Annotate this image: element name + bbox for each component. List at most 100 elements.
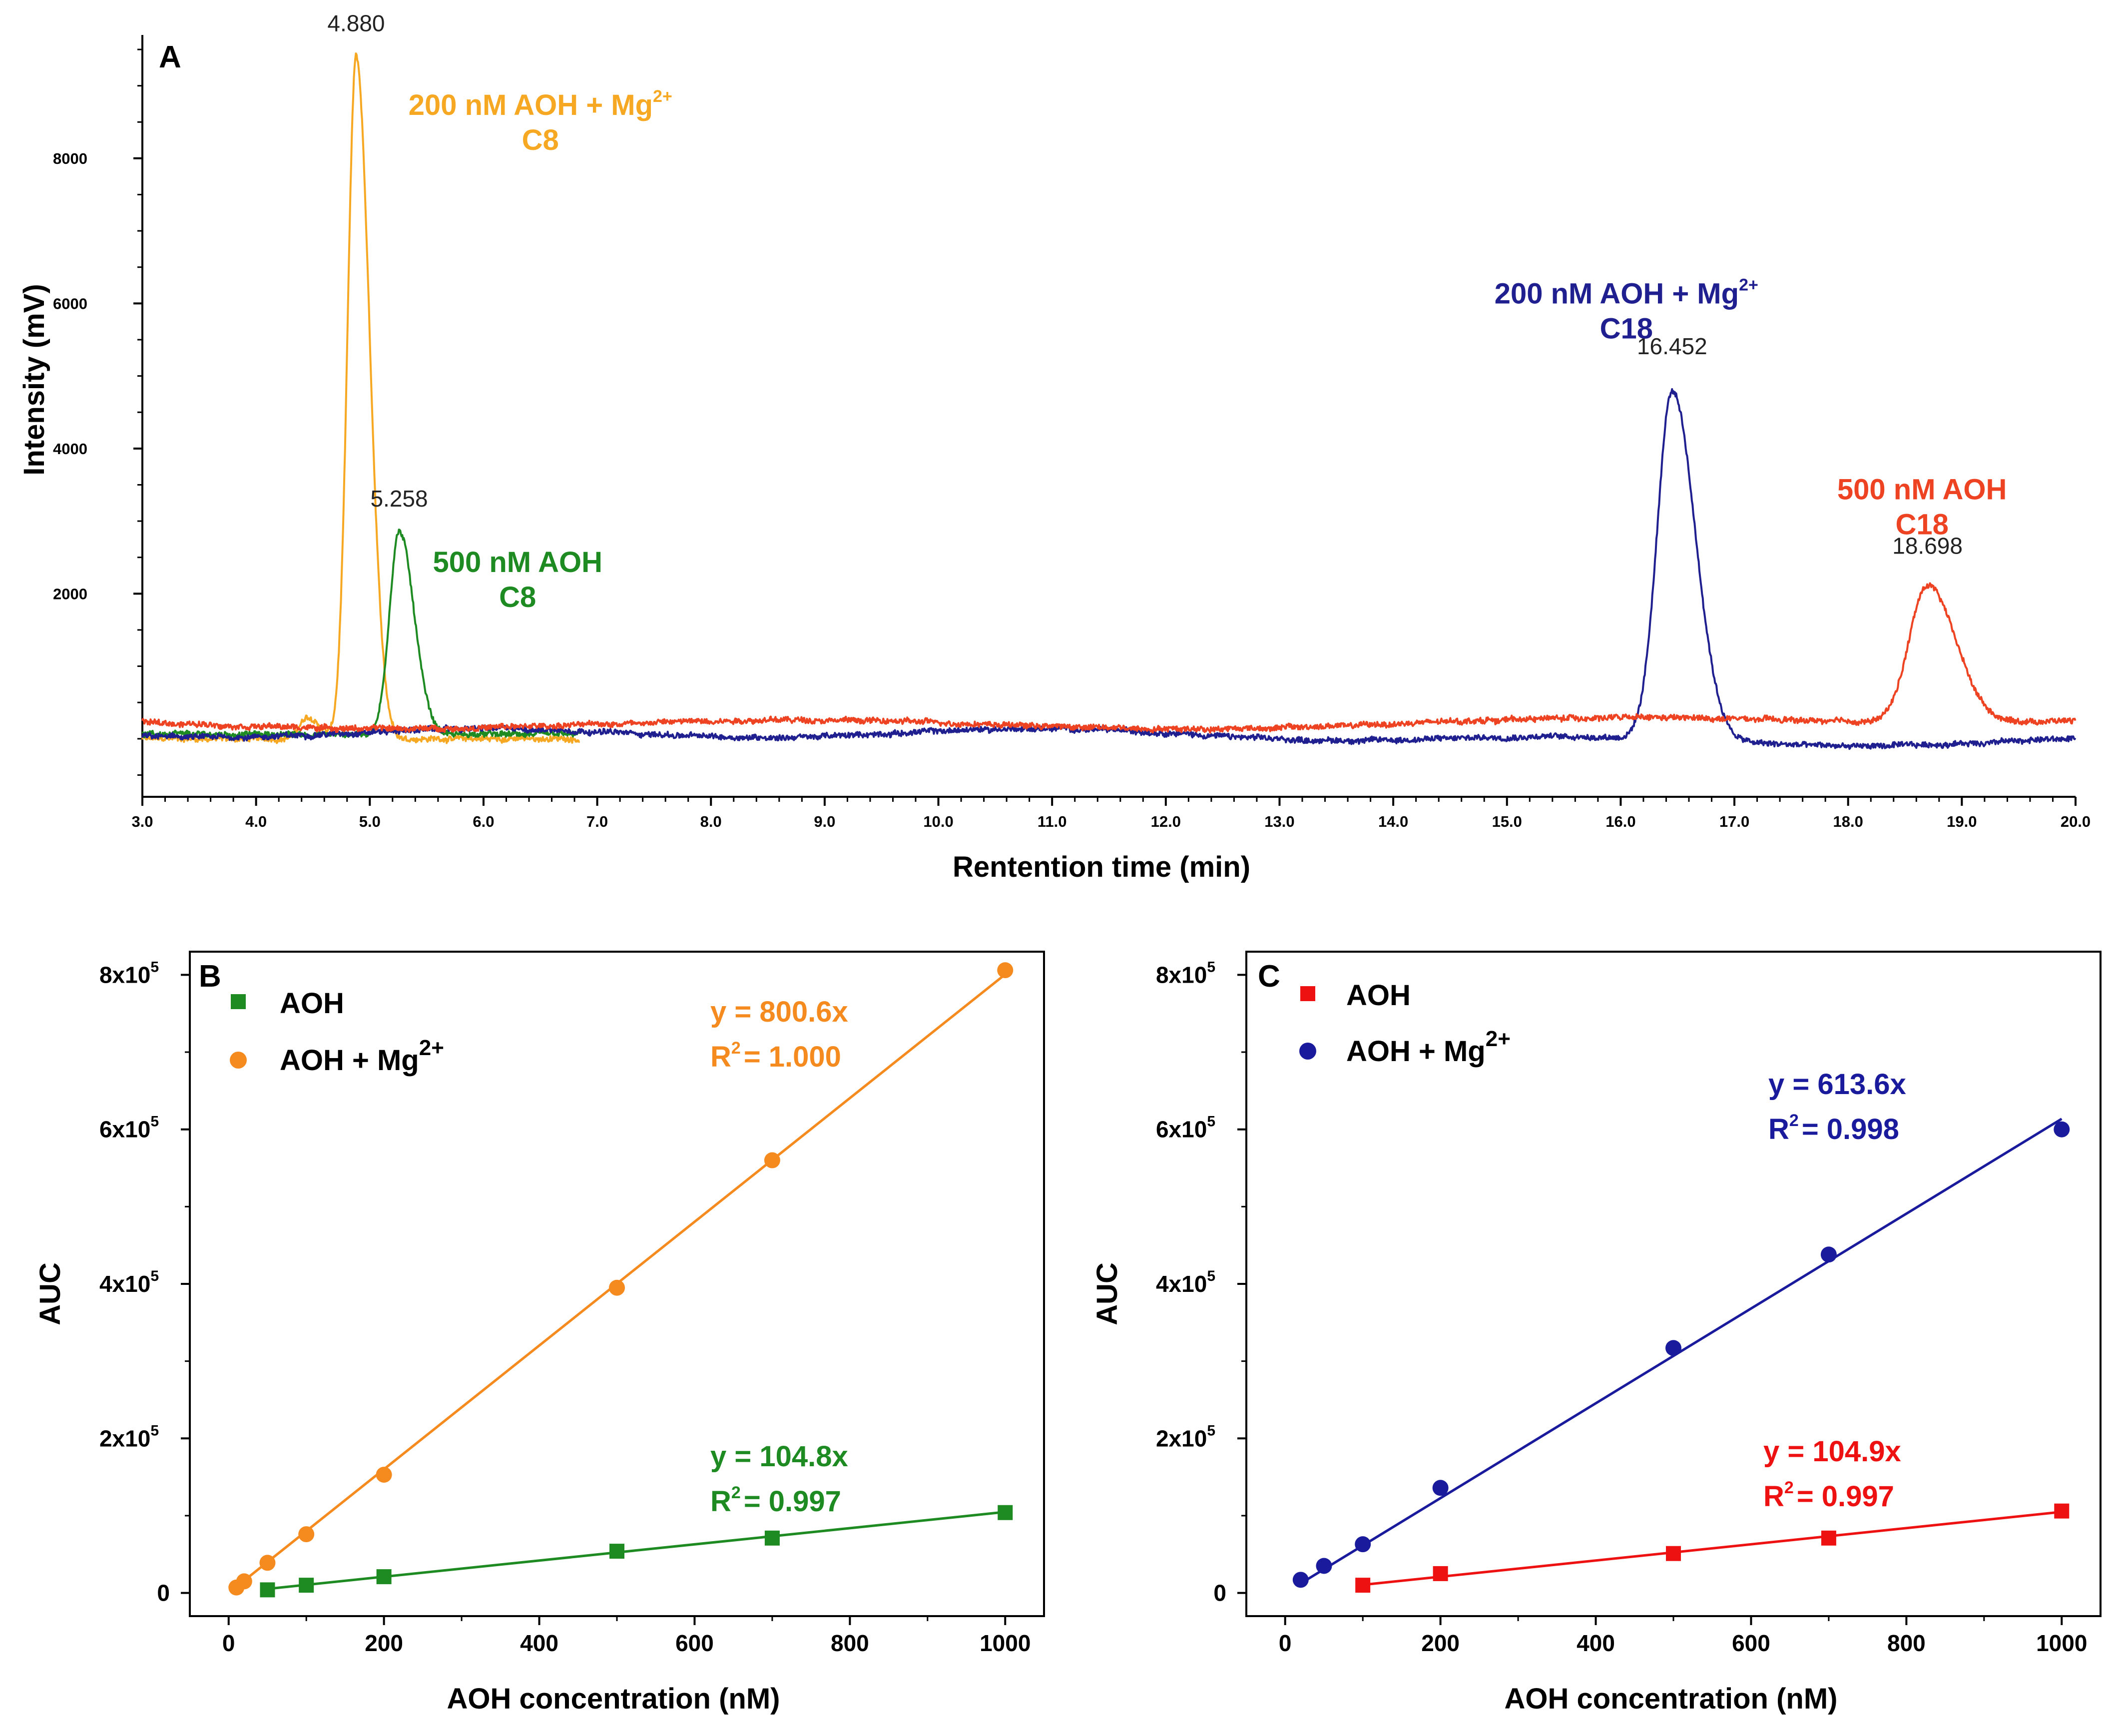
data-point-square (998, 1505, 1013, 1520)
peak-retention-label: 18.698 (1892, 533, 1963, 559)
data-point-square (260, 1582, 275, 1598)
y-tick-label: 2x105 (99, 1422, 159, 1451)
x-tick-label-a: 4.0 (245, 813, 267, 830)
data-point-square (376, 1569, 392, 1585)
fit-equation-b-orange: y = 800.6x (710, 996, 848, 1028)
legend-aoh-label-c: AOH (1346, 979, 1411, 1012)
x-tick-label: 600 (1732, 1630, 1770, 1656)
legend-aoh-label-b: AOH (280, 987, 344, 1020)
x-tick-label-a: 18.0 (1833, 813, 1863, 830)
panel-b-equations: y = 800.6x R2 = 1.000 y = 104.8x R2 = 0.99… (710, 996, 848, 1518)
peak-annotation-line2: C8 (499, 581, 536, 613)
panel-c-x-axis-title: AOH concentration (nM) (1505, 1683, 1838, 1715)
data-point-circle (1316, 1558, 1332, 1574)
fit-line-blue (1300, 1118, 2063, 1585)
data-point-circle (2054, 1121, 2070, 1138)
panel-a-x-axis-title: Rentention time (min) (953, 851, 1250, 883)
y-tick-label-a: 4000 (53, 440, 87, 458)
y-tick-label: 8x105 (1156, 959, 1215, 988)
data-point-square (1433, 1566, 1448, 1581)
panel-c-label: C (1258, 959, 1280, 994)
peak-annotation-line1: 200 nM AOH + Mg2+ (1495, 275, 1758, 310)
panel-b-legend: AOH AOH + Mg2+ (230, 987, 444, 1077)
x-tick-label: 600 (675, 1630, 714, 1656)
panel-b-plot-area (228, 962, 1014, 1598)
legend-square-marker-c (1300, 986, 1315, 1001)
panel-c-legend: AOH AOH + Mg2+ (1299, 979, 1511, 1068)
y-tick-label-a: 8000 (53, 150, 87, 167)
x-tick-label-a: 15.0 (1492, 813, 1522, 830)
x-tick-label-a: 20.0 (2061, 813, 2091, 830)
fit-line-red (1362, 1510, 2062, 1586)
data-point-square (764, 1530, 780, 1546)
peak-retention-label: 4.880 (327, 10, 385, 36)
y-tick-label-a: 6000 (53, 295, 87, 312)
panel-a-y-axis-title: Intensity (mV) (18, 284, 50, 476)
fit-equation-c-red: y = 104.9x (1763, 1435, 1901, 1468)
x-tick-label: 0 (222, 1630, 235, 1656)
y-tick-label: 0 (1213, 1580, 1226, 1606)
data-point-circle (1820, 1246, 1837, 1263)
x-tick-label-a: 11.0 (1038, 813, 1067, 830)
r-squared-c-red: R2 = 0.997 (1763, 1478, 1894, 1513)
panel-a-x-ticks: 3.0 4.0 5.0 6.0 7.0 8.0 9.0 10.0 11.0 12.0 13.0 14.… (131, 797, 2091, 830)
r-squared-b-orange: R2 = 1.000 (710, 1039, 841, 1073)
peak-annotation-line1: 200 nM AOH + Mg2+ (409, 87, 672, 121)
y-tick-label: 8x105 (99, 959, 159, 988)
x-tick-label-a: 14.0 (1378, 813, 1408, 830)
legend-aoh-mg-label-b: AOH + Mg2+ (280, 1036, 444, 1077)
data-point-square (1355, 1578, 1371, 1593)
y-tick-label: 4x105 (1156, 1268, 1215, 1297)
panel-a-chromatogram: A 3.0 4.0 5.0 6.0 7.0 8.0 9.0 10.0 11.0 12.0 13.0 1… (18, 10, 2091, 883)
y-tick-label: 0 (157, 1580, 170, 1606)
peak-retention-label: 16.452 (1637, 333, 1707, 359)
fit-equation-c-blue: y = 613.6x (1768, 1068, 1906, 1101)
data-point-circle (236, 1573, 252, 1590)
trace-redorange (141, 582, 2077, 734)
trace-navy (141, 388, 2077, 750)
y-tick-label: 6x105 (99, 1114, 159, 1143)
data-point-circle (298, 1526, 315, 1543)
peak-annotation-line2: C8 (522, 124, 559, 156)
panel-a-traces (141, 52, 2077, 750)
y-tick-label: 4x105 (99, 1268, 159, 1297)
data-point-square (2054, 1503, 2070, 1519)
legend-square-marker-b (231, 994, 246, 1009)
x-tick-label: 800 (1887, 1630, 1926, 1656)
x-tick-label: 400 (520, 1630, 558, 1656)
panel-b-label: B (199, 959, 221, 994)
data-point-circle (997, 962, 1014, 979)
peak-annotation-line2: C18 (1600, 312, 1653, 345)
x-tick-label-a: 10.0 (923, 813, 953, 830)
panel-b-x-axis-title: AOH concentration (nM) (447, 1683, 780, 1715)
peak-retention-label: 5.258 (370, 486, 428, 512)
panel-b-y-axis-title: AUC (34, 1262, 66, 1325)
data-point-circle (259, 1555, 276, 1571)
data-point-square (1666, 1546, 1681, 1561)
panel-c-ticks: 0 200 400 600 800 1000 0 2x105 4x105 6x105 8x105 (1156, 959, 2087, 1656)
panel-a-peak-labels: 4.880 5.258 16.452 18.698 (327, 10, 1963, 559)
panel-c-y-axis-title: AUC (1091, 1262, 1123, 1325)
data-point-circle (1292, 1572, 1309, 1588)
data-point-square (299, 1578, 314, 1593)
data-point-square (609, 1544, 624, 1559)
data-point-circle (764, 1152, 780, 1168)
legend-aoh-mg-label-c: AOH + Mg2+ (1346, 1027, 1511, 1068)
x-tick-label-a: 8.0 (700, 813, 722, 830)
x-tick-label: 1000 (980, 1630, 1031, 1656)
trace-green (141, 529, 581, 739)
x-tick-label: 0 (1279, 1630, 1292, 1656)
x-tick-label-a: 3.0 (131, 813, 153, 830)
x-tick-label-a: 6.0 (473, 813, 494, 830)
panel-c-equations: y = 613.6x R2 = 0.998 y = 104.9x R2 = 0.99… (1763, 1068, 1906, 1513)
x-tick-label-a: 17.0 (1719, 813, 1749, 830)
legend-circle-marker-b (230, 1052, 247, 1069)
trace-orange (141, 52, 580, 744)
panel-c-calibration: C 0 200 400 600 800 1000 0 2x105 4x105 6x105 8x105… (1091, 951, 2102, 1715)
fit-line-fitOrange (235, 973, 1006, 1588)
peak-annotation-line2: C18 (1895, 509, 1948, 541)
x-tick-label-a: 12.0 (1151, 813, 1181, 830)
x-tick-label-a: 16.0 (1605, 813, 1635, 830)
panel-a-label: A (159, 40, 181, 74)
